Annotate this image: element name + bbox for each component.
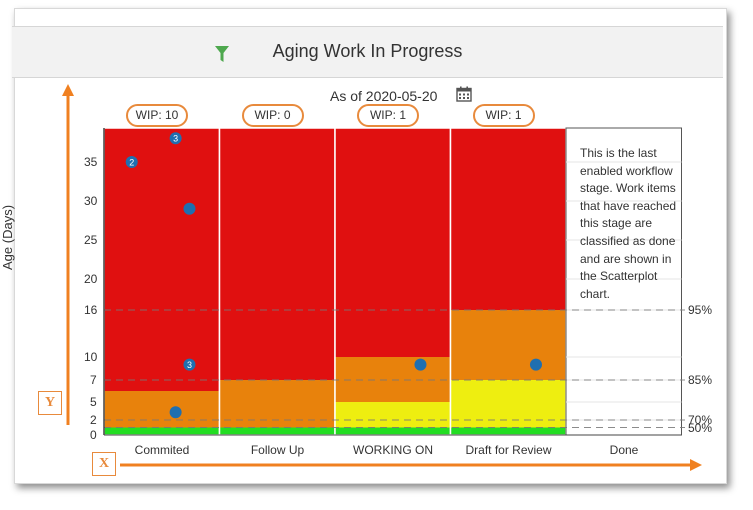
done-stage-note: This is the last enabled workflow stage.… [580, 146, 677, 301]
green-band-commited [104, 427, 220, 435]
y-tick-label: 25 [84, 233, 98, 247]
wip-count-follow-up: WIP: 0 [241, 104, 304, 127]
work-item-point [169, 132, 182, 145]
percentile-label-95: 95% [688, 303, 713, 317]
point-count-label: 3 [187, 360, 192, 370]
calendar-icon[interactable] [456, 86, 472, 107]
percentile-label-70: 70% [688, 413, 713, 427]
y-tick-label: 2 [90, 413, 97, 427]
orange-band-follow-up [219, 380, 335, 435]
yellow-band-draft-for-review [450, 380, 566, 435]
category-label-done: Done [609, 443, 639, 457]
percentile-label-50: 50% [688, 420, 713, 435]
work-item-point [183, 358, 196, 371]
y-tick-label: 5 [90, 395, 97, 409]
y-tick-label: 20 [84, 272, 98, 286]
y-tick-label: 16 [84, 303, 98, 317]
category-label-follow-up: Follow Up [250, 443, 305, 457]
y-axis-title: Age (Days) [0, 204, 15, 270]
y-axis-marker: Y [38, 391, 62, 415]
green-band-draft-for-review [450, 427, 566, 435]
red-band-commited [104, 128, 220, 435]
y-tick-label: 35 [84, 155, 98, 169]
category-label-commited: Commited [134, 443, 190, 457]
as-of-date: As of 2020-05-20 [330, 88, 438, 104]
work-item-point [529, 358, 542, 371]
work-item-point [125, 156, 138, 168]
point-count-label: 2 [129, 158, 134, 168]
x-axis-marker: X [92, 452, 116, 476]
green-band-working-on [335, 427, 451, 435]
filter-funnel-icon[interactable] [215, 46, 229, 67]
category-label-working-on: WORKING ON [353, 443, 433, 457]
category-label-draft-for-review: Draft for Review [465, 443, 552, 457]
green-band-follow-up [219, 427, 335, 435]
wip-count-working-on: WIP: 1 [357, 104, 419, 127]
work-item-point [169, 406, 182, 419]
point-count-label: 3 [173, 134, 178, 144]
wip-count-commited: WIP: 10 [126, 104, 188, 127]
percentile-label-85: 85% [688, 373, 713, 387]
work-item-point [183, 202, 196, 215]
y-tick-label: 10 [84, 350, 98, 364]
header-bar: Aging Work In Progress [12, 26, 723, 78]
y-tick-label: 7 [90, 373, 97, 387]
y-tick-label: 30 [84, 194, 98, 208]
work-item-point [414, 358, 427, 371]
y-tick-label: 0 [90, 428, 97, 442]
page-title: Aging Work In Progress [272, 41, 463, 61]
wip-count-draft-for-review: WIP: 1 [472, 104, 535, 127]
